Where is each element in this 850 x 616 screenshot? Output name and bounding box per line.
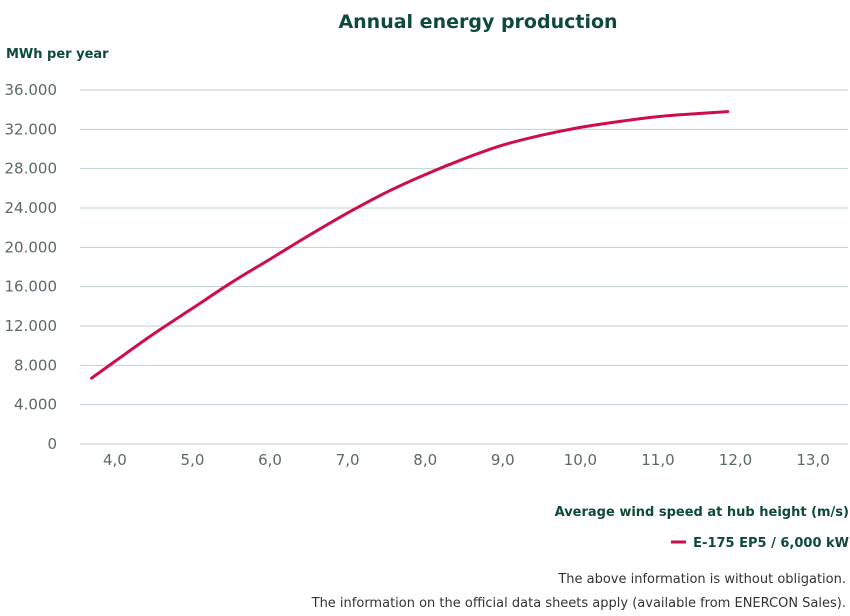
y-axis-label: MWh per year xyxy=(6,47,109,62)
y-tick-label: 4.000 xyxy=(14,396,57,414)
chart-title: Annual energy production xyxy=(338,11,617,33)
x-tick-label: 8,0 xyxy=(413,451,437,469)
y-tick-label: 0 xyxy=(47,435,57,453)
gridlines xyxy=(80,89,848,445)
x-tick-label: 11,0 xyxy=(641,451,674,469)
y-tick-label: 20.000 xyxy=(5,238,58,256)
y-tick-label: 36.000 xyxy=(5,81,58,99)
y-tick-label: 16.000 xyxy=(5,278,58,296)
x-tick-label: 10,0 xyxy=(564,451,597,469)
disclaimer-line-2: The information on the official data she… xyxy=(311,596,846,611)
x-axis-label: Average wind speed at hub height (m/s) xyxy=(555,505,849,520)
x-tick-label: 9,0 xyxy=(491,451,515,469)
y-tick-label: 8.000 xyxy=(14,356,57,374)
y-tick-label: 24.000 xyxy=(5,199,58,217)
series-line-e175 xyxy=(90,110,730,380)
y-tick-label: 32.000 xyxy=(5,120,58,138)
x-tick-label: 12,0 xyxy=(719,451,752,469)
disclaimer-line-1: The above information is without obligat… xyxy=(557,572,846,587)
y-tick-label: 12.000 xyxy=(5,317,58,335)
y-tick-label: 28.000 xyxy=(5,160,58,178)
y-tick-labels: 0 4.000 8.000 12.000 16.000 20.000 24.000 28.00… xyxy=(5,81,58,453)
legend-label: E-175 EP5 / 6,000 kW xyxy=(693,536,849,551)
x-tick-label: 4,0 xyxy=(103,451,127,469)
x-tick-label: 7,0 xyxy=(336,451,360,469)
x-tick-labels: 4,0 5,0 6,0 7,0 8,0 9,0 10,0 11,0 12,0 13,0 xyxy=(103,451,830,469)
x-tick-label: 5,0 xyxy=(181,451,205,469)
x-tick-label: 13,0 xyxy=(796,451,829,469)
x-tick-label: 6,0 xyxy=(258,451,282,469)
